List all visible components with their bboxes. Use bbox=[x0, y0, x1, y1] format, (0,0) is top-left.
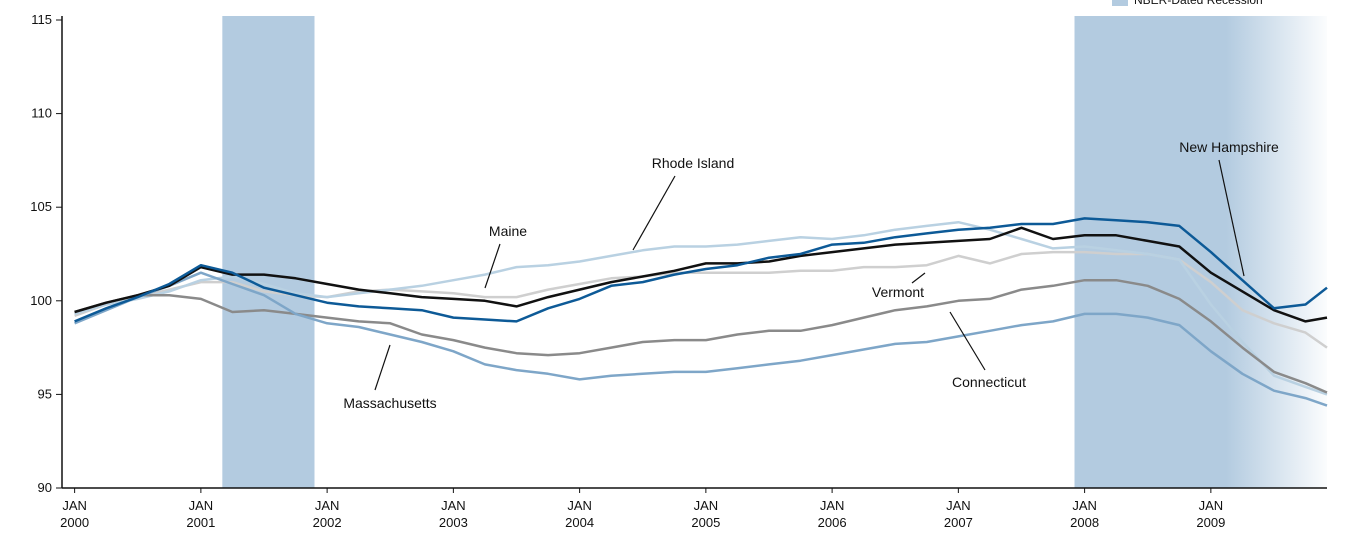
series-label: Rhode Island bbox=[652, 155, 735, 171]
series-label: Vermont bbox=[872, 284, 924, 300]
x-tick-label: JAN 2007 bbox=[944, 498, 973, 530]
x-tick-label: JAN 2003 bbox=[439, 498, 468, 530]
series-label: Connecticut bbox=[952, 374, 1026, 390]
leader-line bbox=[949, 311, 986, 371]
x-tick-label: JAN 2002 bbox=[313, 498, 342, 530]
series-line bbox=[74, 271, 1328, 407]
y-tick-label: 90 bbox=[38, 480, 52, 495]
legend-label: NBER-Dated Recession bbox=[1134, 0, 1263, 7]
y-tick-label: 100 bbox=[30, 293, 52, 308]
leader-line bbox=[484, 243, 501, 289]
series-line bbox=[74, 226, 1328, 323]
series-label: Massachusetts bbox=[343, 395, 436, 411]
series-line bbox=[74, 220, 1328, 396]
recession-band bbox=[222, 16, 315, 488]
recession-band bbox=[1074, 16, 1327, 488]
x-tick-label: JAN 2000 bbox=[60, 498, 89, 530]
leader-line bbox=[632, 175, 676, 251]
legend-swatch bbox=[1112, 0, 1128, 6]
x-tick-label: JAN 2004 bbox=[565, 498, 594, 530]
series-line bbox=[74, 278, 1328, 394]
leader-line bbox=[1218, 159, 1245, 277]
x-tick-label: JAN 2009 bbox=[1196, 498, 1225, 530]
leader-line bbox=[911, 272, 926, 284]
series-label: Maine bbox=[489, 223, 527, 239]
x-tick-label: JAN 2008 bbox=[1070, 498, 1099, 530]
x-tick-label: JAN 2001 bbox=[186, 498, 215, 530]
x-tick-label: JAN 2006 bbox=[818, 498, 847, 530]
leader-line bbox=[374, 344, 391, 391]
y-tick-label: 95 bbox=[38, 386, 52, 401]
series-line bbox=[74, 217, 1328, 323]
series-label: New Hampshire bbox=[1179, 139, 1279, 155]
x-tick-label: JAN 2005 bbox=[691, 498, 720, 530]
y-tick-label: 115 bbox=[31, 12, 52, 27]
y-tick-label: 110 bbox=[31, 106, 52, 121]
y-tick-label: 105 bbox=[30, 199, 52, 214]
